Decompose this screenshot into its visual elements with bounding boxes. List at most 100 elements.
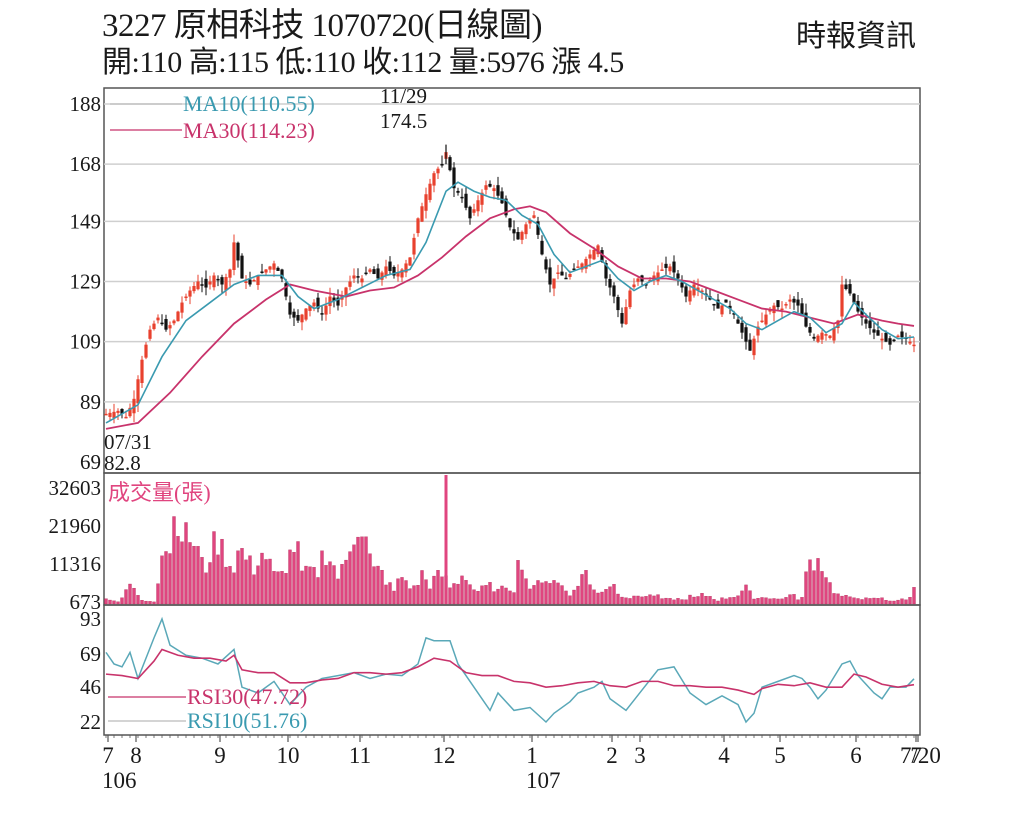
volume-bar (820, 571, 824, 605)
volume-bar (344, 559, 348, 605)
volume-bar (560, 585, 564, 605)
y-tick-label: 32603 (49, 476, 102, 500)
candle-body (476, 200, 480, 212)
candle-body (284, 283, 288, 297)
candle-body (136, 379, 140, 404)
candle-body (696, 287, 700, 291)
volume-bar (200, 557, 204, 605)
volume-bar (696, 596, 700, 605)
volume-bar (784, 597, 788, 605)
candle-body (272, 263, 276, 270)
volume-bar (128, 583, 132, 605)
volume-bar (316, 577, 320, 605)
volume-bar (152, 601, 156, 605)
volume-bar (188, 542, 192, 605)
volume-bar (336, 578, 340, 605)
candle-body (428, 183, 432, 200)
candle-body (536, 221, 540, 235)
volume-bar (536, 580, 540, 605)
candle-body (808, 326, 812, 333)
candle-body (504, 198, 508, 216)
candle-body (296, 314, 300, 321)
candle-body (112, 411, 116, 418)
y-tick-label: 69 (80, 450, 101, 474)
candle-body (224, 276, 228, 291)
volume-bar (236, 550, 240, 605)
volume-bar (140, 599, 144, 605)
candle-body (144, 344, 148, 358)
candle-body (424, 194, 428, 211)
x-tick-label: 11 (349, 743, 371, 768)
candle-body (832, 328, 836, 341)
candle-body (780, 308, 784, 311)
candle-body (852, 293, 856, 303)
candle-body (532, 215, 536, 218)
chart-title: 3227 原相科技 1070720(日線圖) (102, 8, 542, 44)
volume-bar (900, 598, 904, 605)
candle-body (900, 331, 904, 338)
candle-body (384, 266, 388, 276)
candle-body (492, 188, 496, 192)
volume-bar (304, 565, 308, 605)
volume-bar (588, 584, 592, 605)
volume-bar (180, 541, 184, 605)
x-year-label: 106 (102, 768, 137, 793)
rsi-panel-frame (103, 604, 921, 736)
volume-bar (760, 597, 764, 605)
volume-bar (172, 516, 176, 605)
candle-body (660, 269, 664, 271)
volume-bar (756, 598, 760, 605)
candle-body (300, 314, 304, 323)
candle-body (748, 339, 752, 351)
volume-bar (808, 559, 812, 605)
y-tick-label: 673 (70, 590, 102, 614)
candle-body (600, 250, 604, 262)
candle-body (560, 271, 564, 276)
volume-bars (104, 475, 916, 605)
volume-bar (624, 597, 628, 605)
y-tick-label: 11316 (49, 552, 101, 576)
volume-bar (224, 566, 228, 605)
volume-bar (680, 599, 684, 605)
candle-body (344, 287, 348, 298)
volume-bar (700, 593, 704, 605)
candle-body (288, 302, 292, 315)
volume-bar (300, 570, 304, 605)
candle-body (360, 278, 364, 283)
volume-bar (524, 578, 528, 605)
volume-bar (532, 585, 536, 605)
volume-bar (684, 599, 688, 605)
volume-bar (828, 582, 832, 605)
candle-body (320, 313, 324, 315)
candle-body (752, 338, 756, 356)
volume-bar (492, 591, 496, 605)
candle-body (756, 326, 760, 336)
candle-body (688, 290, 692, 302)
candle-body (488, 183, 492, 187)
candle-body (316, 297, 320, 309)
candle-body (228, 269, 232, 278)
volume-bar (124, 589, 128, 605)
candle-body (328, 296, 332, 307)
volume-bar (132, 587, 136, 605)
volume-bar (844, 595, 848, 605)
x-tick-label: 10 (277, 743, 300, 768)
volume-bar (716, 600, 720, 605)
brand-label: 時報資訊 (796, 19, 916, 54)
candle-body (768, 310, 772, 312)
candle-body (864, 319, 868, 324)
y-tick-label: 149 (70, 209, 102, 233)
candle-body (712, 303, 716, 306)
volume-bar (592, 589, 596, 605)
candle-body (612, 285, 616, 297)
candle-body (812, 336, 816, 339)
volume-bar (832, 593, 836, 605)
volume-bar (308, 566, 312, 605)
volume-bar (468, 584, 472, 605)
candle-body (208, 281, 212, 285)
candle-body (680, 282, 684, 288)
volume-bar (504, 587, 508, 605)
volume-bar (112, 600, 116, 605)
volume-bar (388, 582, 392, 605)
